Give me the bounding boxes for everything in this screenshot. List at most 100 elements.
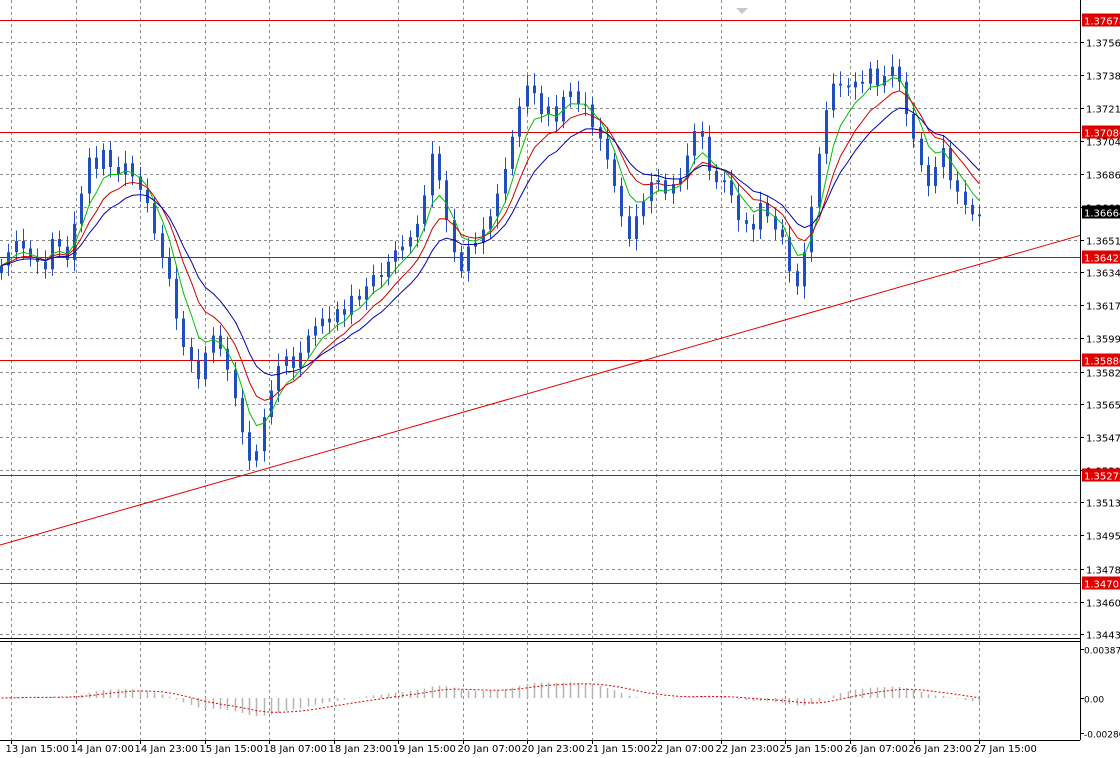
level-label-bg [1082,250,1120,264]
candle-body [372,275,375,287]
candle-body [635,216,638,240]
candle-body [584,104,587,106]
candle-body [307,335,310,353]
candle-body [920,138,923,166]
time-tick-label: 20 Jan 07:00 [458,744,521,755]
time-tick-label: 26 Jan 23:00 [909,744,972,755]
time-tick-label: 20 Jan 23:00 [522,744,585,755]
candle-body [336,309,339,323]
candle-body [781,229,784,238]
signal-line [1,683,980,713]
candle-body [555,106,558,122]
candle-body [453,220,456,253]
candle-body [825,110,828,154]
candle-body [168,257,171,279]
candle-body [803,252,806,287]
candle-body [628,216,631,240]
candle-body [328,318,331,323]
candle-body [693,131,696,156]
level-label: 1.37086 [1084,129,1120,140]
candle-body [467,246,470,272]
candle-body [956,180,959,192]
price-tick-label: 1.35995 [1086,335,1120,346]
candle-body [102,149,105,169]
time-tick-label: 18 Jan 07:00 [264,744,327,755]
candle-body [818,153,821,207]
level-label: 1.37678 [1084,17,1120,28]
candle-body [394,250,397,262]
level-label: 1.36427 [1084,254,1120,265]
time-tick-label: 14 Jan 07:00 [71,744,134,755]
candle-body [810,206,813,253]
candle-body [401,246,404,251]
time-tick-label: 19 Jan 15:00 [393,744,456,755]
time-tick-label: 18 Jan 23:00 [329,744,392,755]
current-price-bg [1082,205,1120,219]
price-tick-label: 1.37385 [1086,72,1120,83]
candle-body [95,157,98,169]
candle-body [409,237,412,247]
candle-body [832,83,835,111]
candle-body [927,165,930,186]
candle-body [518,106,521,137]
candle-body [533,85,536,94]
candle-body [511,136,514,169]
price-tick-label: 1.37560 [1086,39,1120,50]
candle-body [248,432,251,461]
level-label-bg [1082,353,1120,367]
trendline[interactable] [0,234,1081,546]
candle-body [905,81,908,114]
candle-body [109,149,112,168]
candle-body [204,352,207,380]
price-tick-label: 1.36865 [1086,171,1120,182]
candle-body [912,113,915,139]
candle-body [569,91,572,97]
candle-body [416,223,419,238]
candle-body [343,309,346,315]
candle-body [292,356,295,368]
candle-body [766,203,769,217]
candle-body [737,195,740,221]
candle-body [847,85,850,88]
time-tick-label: 25 Jan 15:00 [780,744,843,755]
time-tick-label: 22 Jan 23:00 [716,744,779,755]
candle-body [679,178,682,185]
time-tick-label: 27 Jan 15:00 [974,744,1037,755]
candle-body [80,193,83,224]
candle-body [730,180,733,196]
price-tick-label: 1.35820 [1086,369,1120,380]
candle-body [131,163,134,177]
candle-body [182,318,185,347]
level-label: 1.34703 [1084,580,1120,591]
candle-body [796,271,799,287]
candle-body [380,275,383,277]
scroll-marker-icon[interactable] [736,8,748,14]
price-tick-label: 1.36345 [1086,269,1120,280]
candle-body [365,286,368,300]
candle-body [270,390,273,418]
candle-body [599,127,602,139]
oscillator-panel: 0.003871 0.00 -0.002801 [1,647,1120,741]
candle-body [978,214,981,217]
candle-body [314,326,317,336]
candle-body [883,76,886,86]
osc-tick-label: 0.00 [1084,696,1104,706]
candle-body [861,81,864,84]
price-tick-label: 1.35130 [1086,499,1120,510]
candle-body [358,295,361,300]
osc-tick-label: -0.002801 [1084,731,1120,741]
candle-body [190,346,193,361]
price-tick-label: 1.36515 [1086,237,1120,248]
candle-body [745,220,748,224]
candle-body [788,237,791,272]
candle-body [423,195,426,224]
osc-tick-label: 0.003871 [1084,647,1120,657]
candle-body [701,131,704,137]
price-tick-label: 1.34605 [1086,599,1120,610]
candle-body [15,240,18,253]
candle-body [445,180,448,221]
candle-body [577,91,580,105]
candle-body [36,257,39,262]
candle-body [460,252,463,272]
